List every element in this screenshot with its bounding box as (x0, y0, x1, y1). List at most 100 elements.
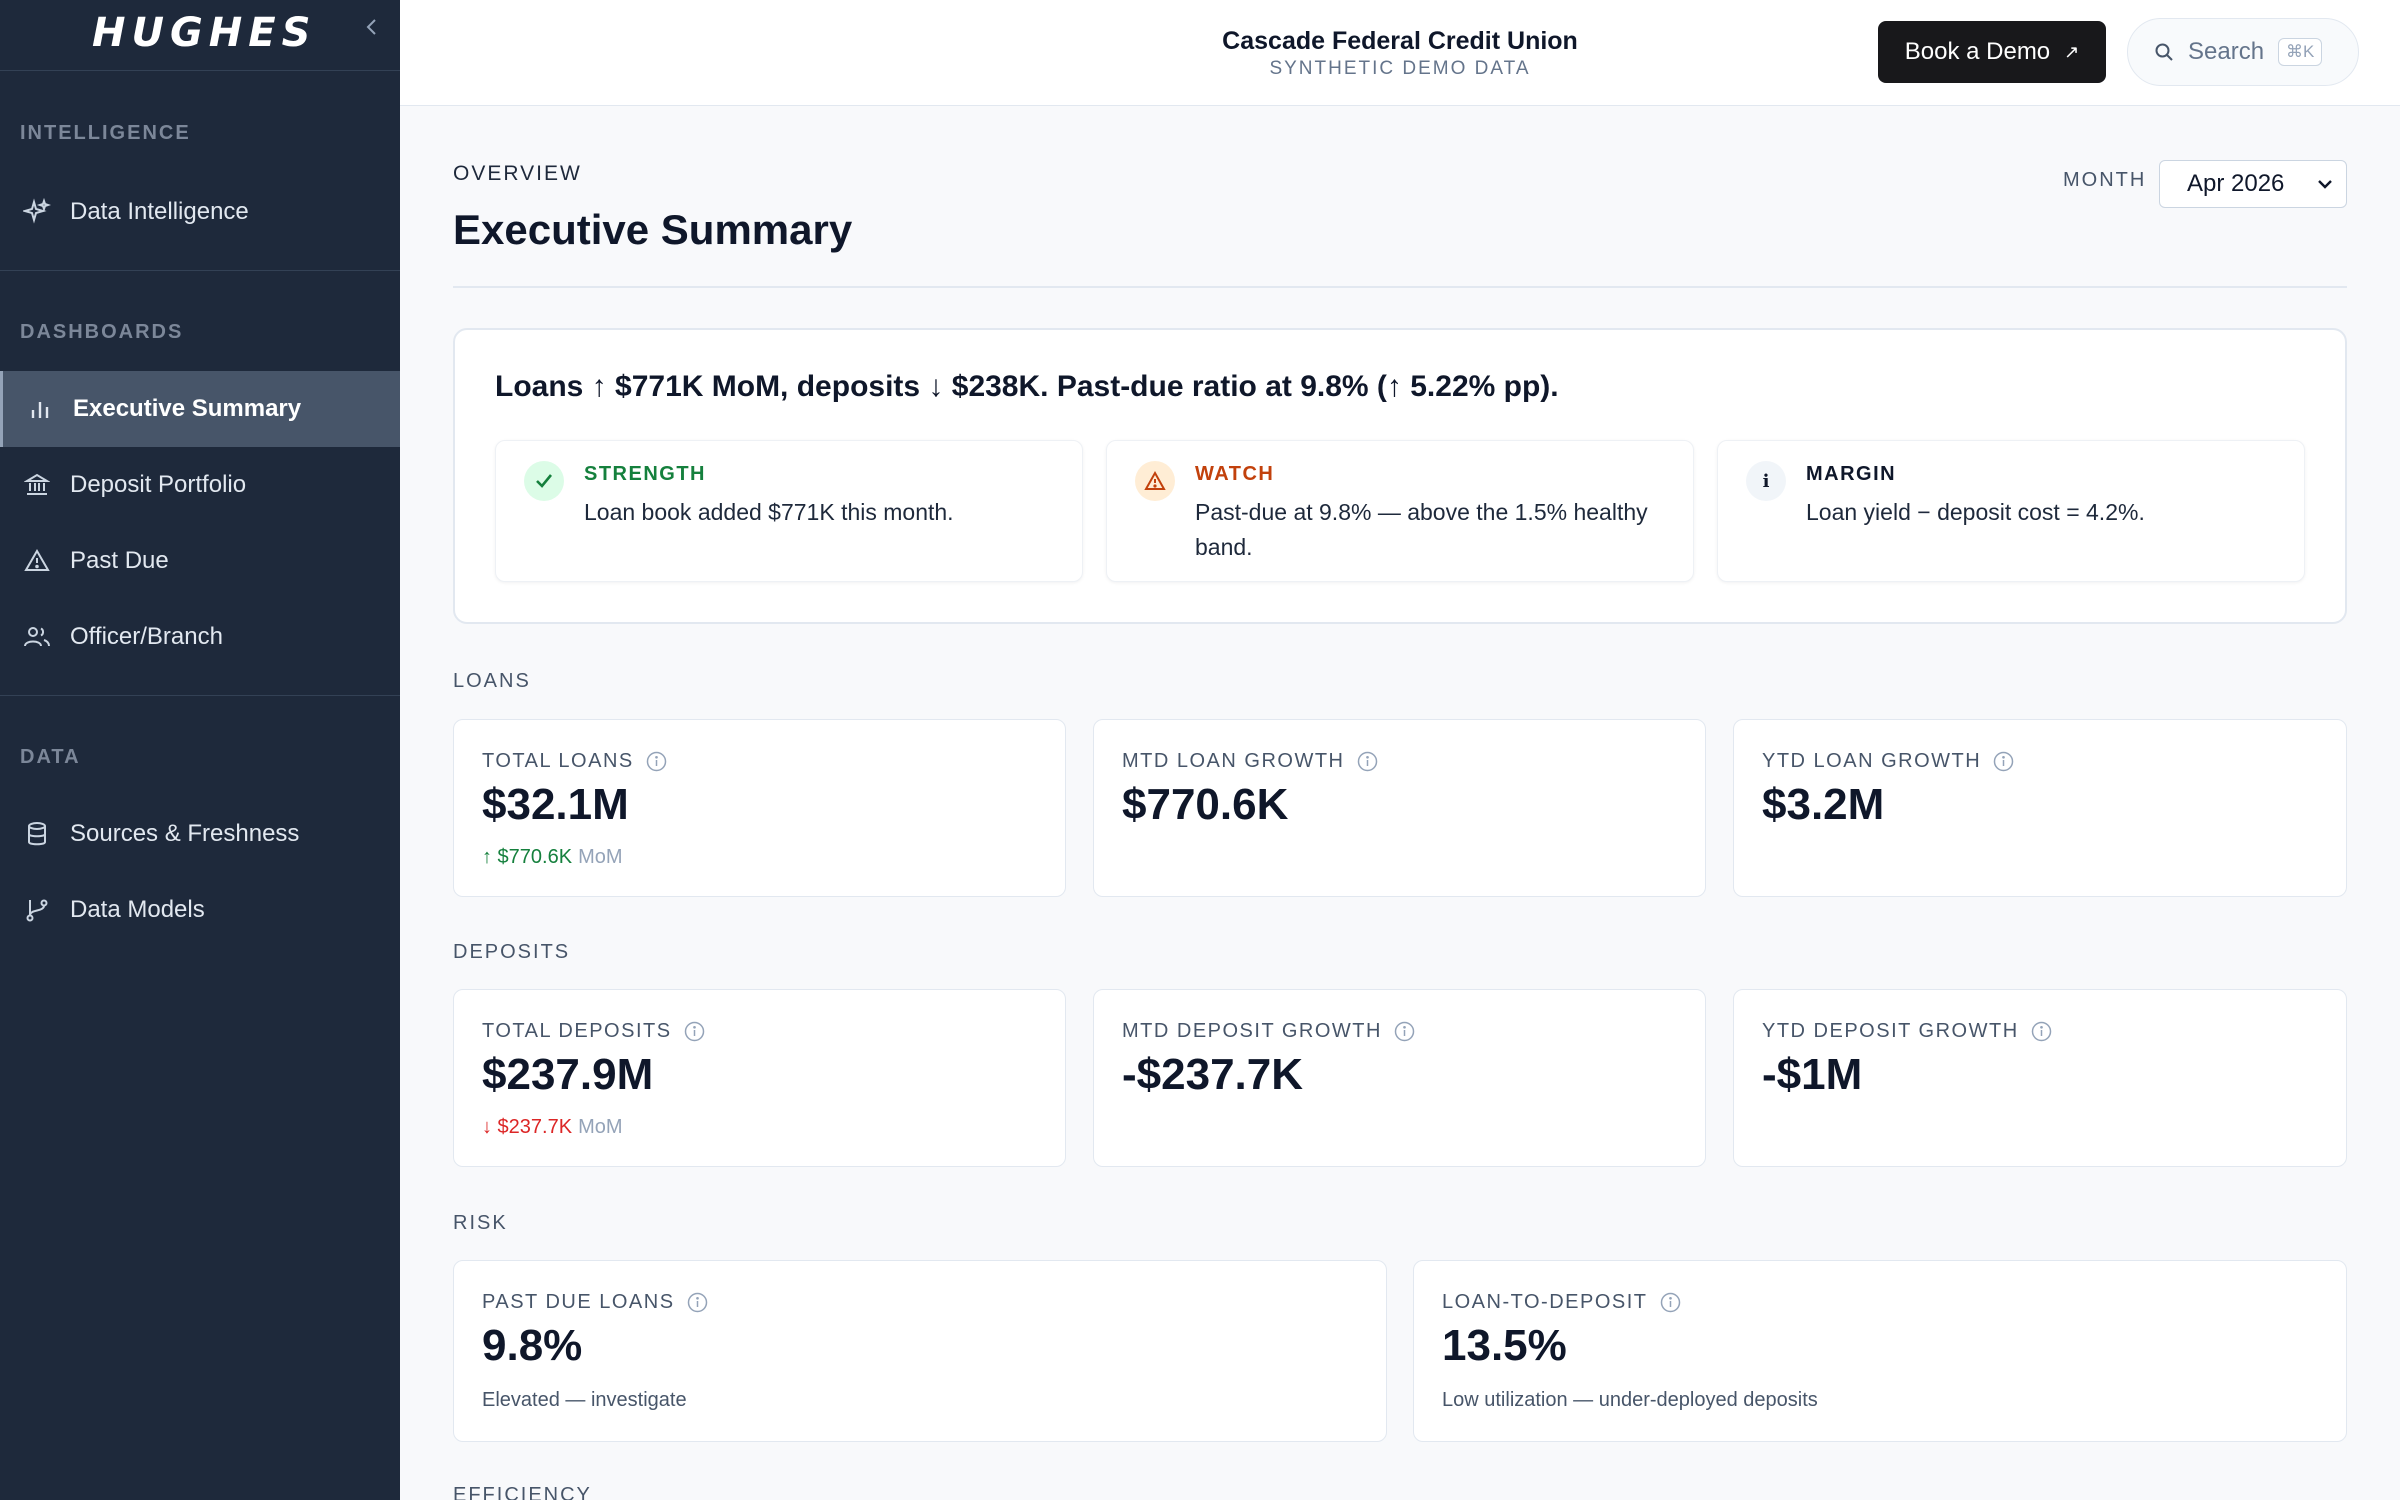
bar-chart-icon (25, 394, 55, 424)
sidebar-item-data-models[interactable]: Data Models (0, 872, 400, 948)
sidebar-section-intelligence: INTELLIGENCE Data Intelligence (0, 71, 400, 271)
warning-icon (1135, 461, 1175, 501)
info-icon[interactable] (684, 1021, 705, 1042)
kpi-note: Elevated — investigate (482, 1389, 687, 1411)
sidebar-item-label: Sources & Freshness (70, 820, 300, 847)
group-label-deposits: DEPOSITS (453, 941, 571, 963)
sidebar: HUGHES INTELLIGENCE Data Intelligence DA… (0, 0, 400, 1500)
group-label-efficiency: EFFICIENCY (453, 1484, 592, 1500)
kpi-card-total-deposits: TOTAL DEPOSITS $237.9M ↓ $237.7K MoM (453, 989, 1066, 1167)
check-icon (524, 461, 564, 501)
kpi-label: TOTAL DEPOSITS (482, 1020, 705, 1043)
search-shortcut: ⌘K (2278, 38, 2323, 66)
info-icon[interactable] (1357, 751, 1378, 772)
sidebar-item-label: Data Intelligence (70, 198, 249, 225)
sidebar-item-label: Executive Summary (73, 395, 302, 422)
book-demo-label: Book a Demo (1904, 38, 2051, 65)
section-label: INTELLIGENCE (20, 122, 191, 144)
search-icon (2155, 43, 2173, 61)
org-name: Cascade Federal Credit Union (1222, 27, 1578, 55)
kpi-label-text: MTD LOAN GROWTH (1122, 750, 1345, 772)
kpi-label-text: YTD DEPOSIT GROWTH (1762, 1020, 2019, 1042)
month-value: Apr 2026 (2187, 170, 2285, 197)
kpi-card-total-loans: TOTAL LOANS $32.1M ↑ $770.6K MoM (453, 719, 1066, 897)
insight-card-strength: STRENGTH Loan book added $771K this mont… (495, 440, 1083, 582)
insight-text: Past-due at 9.8% — above the 1.5% health… (1195, 499, 1648, 560)
summary-headline: Loans ↑ $771K MoM, deposits ↓ $238K. Pas… (495, 370, 1559, 403)
chevron-down-icon (2318, 180, 2332, 189)
bank-icon (22, 470, 52, 500)
info-icon[interactable] (2031, 1021, 2052, 1042)
kpi-value: $770.6K (1122, 780, 1289, 829)
search-label: Search (2188, 38, 2265, 65)
kpi-card-past-due-loans: PAST DUE LOANS 9.8% Elevated — investiga… (453, 1260, 1387, 1442)
users-icon (22, 622, 52, 652)
info-icon[interactable] (687, 1292, 708, 1313)
kpi-value: $237.9M (482, 1050, 654, 1099)
info-icon[interactable] (1660, 1292, 1681, 1313)
book-demo-button[interactable]: Book a Demo ↗ (1878, 21, 2106, 83)
kpi-delta-suffix: MoM (578, 846, 623, 868)
sidebar-item-label: Data Models (70, 896, 205, 923)
info-icon[interactable] (646, 751, 667, 772)
group-label-loans: LOANS (453, 670, 531, 692)
kpi-card-ytd-deposit-growth: YTD DEPOSIT GROWTH -$1M (1733, 989, 2347, 1167)
info-icon[interactable] (1394, 1021, 1415, 1042)
database-icon (22, 819, 52, 849)
insight-kind: MARGIN (1806, 463, 1897, 485)
kpi-label-text: TOTAL LOANS (482, 750, 634, 772)
info-icon: i (1746, 461, 1786, 501)
sidebar-item-executive-summary[interactable]: Executive Summary (0, 371, 400, 447)
insight-kind: WATCH (1195, 463, 1275, 485)
sparkles-icon (22, 197, 52, 227)
sidebar-item-deposit-portfolio[interactable]: Deposit Portfolio (0, 447, 400, 523)
kpi-label-text: MTD DEPOSIT GROWTH (1122, 1020, 1382, 1042)
kpi-value: 13.5% (1442, 1321, 1567, 1370)
search-button[interactable]: Search ⌘K (2127, 18, 2359, 86)
kpi-label: PAST DUE LOANS (482, 1291, 708, 1314)
branch-icon (22, 895, 52, 925)
section-label: DATA (20, 746, 81, 768)
sidebar-item-officer-branch[interactable]: Officer/Branch (0, 599, 400, 675)
sidebar-item-data-intelligence[interactable]: Data Intelligence (0, 174, 400, 250)
page-eyebrow: OVERVIEW (453, 162, 582, 185)
kpi-delta-value: ↓ $237.7K (482, 1116, 573, 1138)
page-title: Executive Summary (453, 206, 853, 253)
kpi-label: LOAN-TO-DEPOSIT (1442, 1291, 1681, 1314)
top-header: Cascade Federal Credit Union SYNTHETIC D… (400, 0, 2400, 106)
sidebar-item-sources-freshness[interactable]: Sources & Freshness (0, 796, 400, 872)
kpi-card-mtd-loan-growth: MTD LOAN GROWTH $770.6K (1093, 719, 1706, 897)
insight-text: Loan book added $771K this month. (584, 499, 954, 525)
kpi-label: YTD LOAN GROWTH (1762, 750, 2014, 773)
month-label: MONTH (2063, 169, 2147, 191)
divider (453, 286, 2347, 288)
insight-card-margin: i MARGIN Loan yield − deposit cost = 4.2… (1717, 440, 2305, 582)
kpi-delta-suffix: MoM (578, 1116, 623, 1138)
kpi-label-text: TOTAL DEPOSITS (482, 1020, 672, 1042)
month-select[interactable]: Apr 2026 (2159, 160, 2347, 208)
insight-card-watch: WATCH Past-due at 9.8% — above the 1.5% … (1106, 440, 1694, 582)
sidebar-item-past-due[interactable]: Past Due (0, 523, 400, 599)
info-icon[interactable] (1993, 751, 2014, 772)
brand-logo[interactable]: HUGHES (92, 10, 317, 56)
kpi-card-ytd-loan-growth: YTD LOAN GROWTH $3.2M (1733, 719, 2347, 897)
warning-icon (22, 546, 52, 576)
brand-row: HUGHES (0, 0, 400, 71)
sidebar-item-label: Officer/Branch (70, 623, 223, 650)
kpi-value: -$1M (1762, 1050, 1863, 1099)
chevron-left-icon (366, 19, 376, 35)
sidebar-item-label: Deposit Portfolio (70, 471, 247, 498)
external-link-icon: ↗ (2064, 41, 2080, 62)
kpi-label-text: YTD LOAN GROWTH (1762, 750, 1982, 772)
collapse-sidebar-button[interactable] (360, 12, 384, 42)
section-label: DASHBOARDS (20, 321, 184, 343)
kpi-value: -$237.7K (1122, 1050, 1304, 1099)
kpi-value: 9.8% (482, 1321, 583, 1370)
org-subtitle: SYNTHETIC DEMO DATA (1269, 58, 1531, 79)
kpi-delta: ↑ $770.6K MoM (482, 846, 623, 869)
kpi-label: YTD DEPOSIT GROWTH (1762, 1020, 2052, 1043)
sidebar-section-dashboards: DASHBOARDS Executive Summary Deposit Por… (0, 271, 400, 696)
kpi-label: TOTAL LOANS (482, 750, 667, 773)
sidebar-item-label: Past Due (70, 547, 169, 574)
kpi-label-text: PAST DUE LOANS (482, 1291, 675, 1313)
